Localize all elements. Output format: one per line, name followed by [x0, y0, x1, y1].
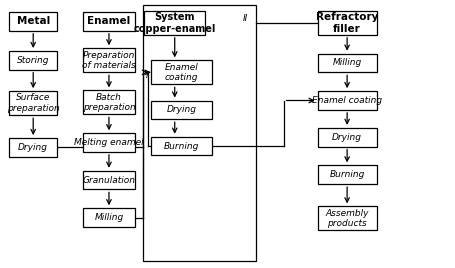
Bar — [144, 11, 205, 35]
Text: Surface
preparation: Surface preparation — [7, 94, 60, 113]
Bar — [151, 60, 212, 84]
Text: I: I — [145, 70, 147, 80]
Bar — [83, 171, 135, 189]
Bar — [151, 137, 212, 155]
Bar — [317, 91, 376, 110]
Bar — [143, 5, 256, 261]
Text: Milling: Milling — [94, 213, 123, 222]
Text: Enamel: Enamel — [87, 16, 130, 27]
Text: II: II — [242, 14, 247, 23]
Text: Refractory
filler: Refractory filler — [315, 12, 378, 34]
Bar — [83, 90, 135, 114]
Text: System
copper-enamel: System copper-enamel — [133, 12, 216, 34]
Bar — [317, 128, 376, 147]
Bar — [83, 48, 135, 72]
Text: Granulation: Granulation — [82, 176, 135, 185]
Text: Storing: Storing — [17, 56, 49, 65]
Bar — [83, 208, 135, 227]
Text: Drying: Drying — [166, 105, 196, 114]
Bar — [317, 206, 376, 230]
Text: Batch
preparation: Batch preparation — [82, 93, 135, 112]
Bar — [10, 12, 57, 31]
Text: Drying: Drying — [18, 143, 48, 152]
Text: Burning: Burning — [329, 170, 364, 179]
Text: Milling: Milling — [332, 58, 361, 68]
Text: Enamel
coating: Enamel coating — [164, 63, 198, 82]
Bar — [10, 138, 57, 157]
Bar — [83, 12, 135, 31]
Text: Preparation
of materials: Preparation of materials — [82, 51, 136, 70]
Bar — [151, 100, 212, 119]
Bar — [317, 165, 376, 184]
Text: Melting enamel: Melting enamel — [74, 138, 143, 147]
Text: Drying: Drying — [331, 133, 361, 142]
Text: Burning: Burning — [163, 142, 199, 151]
Text: Assembly
products: Assembly products — [325, 209, 368, 228]
Bar — [317, 54, 376, 72]
Text: Enamel coating: Enamel coating — [311, 96, 381, 105]
Bar — [83, 133, 135, 152]
Bar — [317, 11, 376, 35]
Bar — [10, 91, 57, 115]
Bar — [10, 51, 57, 70]
Text: Metal: Metal — [16, 16, 50, 27]
